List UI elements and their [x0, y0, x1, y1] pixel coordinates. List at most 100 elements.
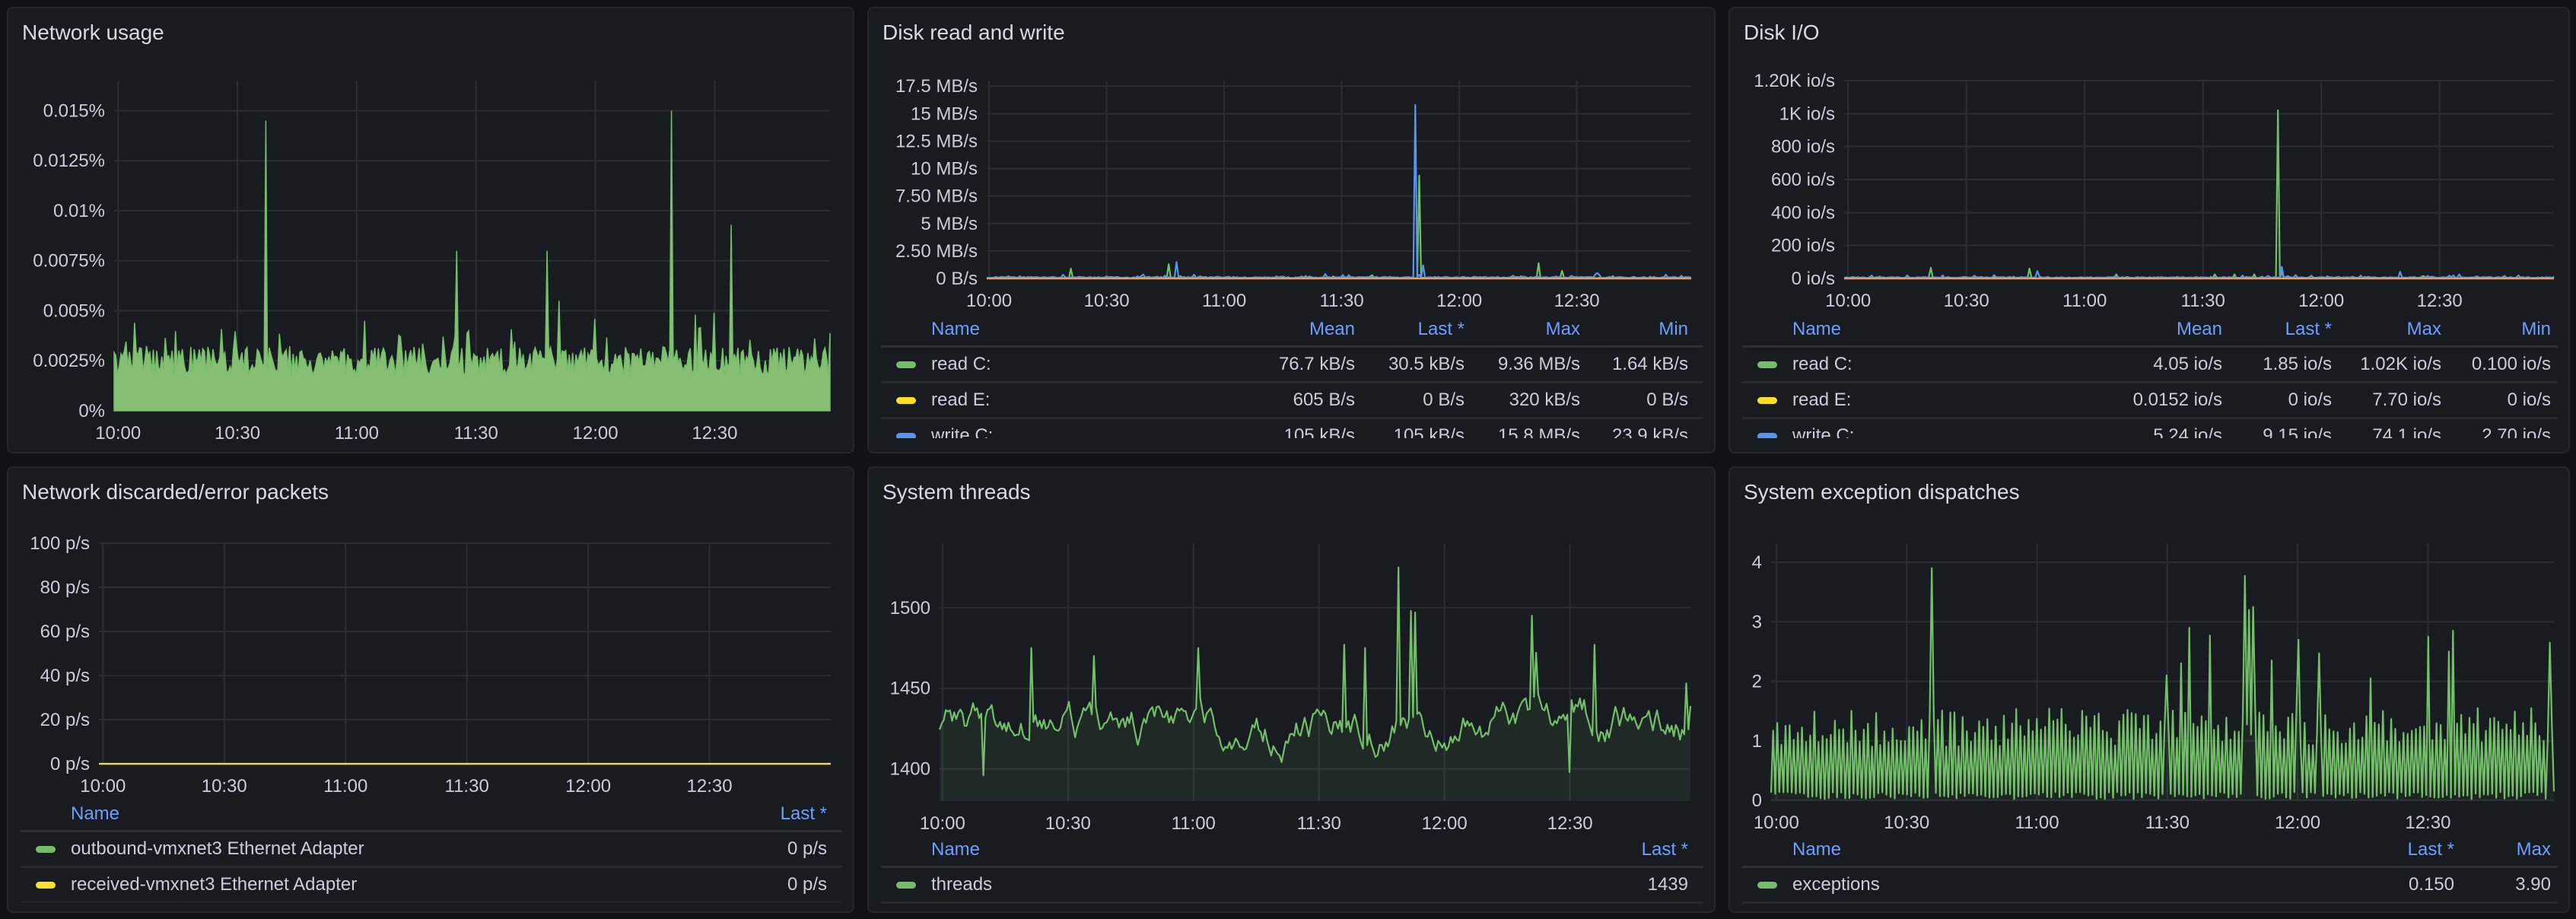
series-area[interactable] — [113, 110, 831, 412]
legend-series-name-cell[interactable]: received-vmxnet3 Ethernet Adapter — [21, 874, 675, 895]
chart[interactable]: 0 1 2 3 4 10:00 10:30 11:00 11:30 12:00 12:30 — [1728, 466, 2570, 913]
legend: Name Last * outbound-vmxnet3 Ethernet Adap… — [21, 797, 842, 902]
legend-header-max[interactable]: Max — [2406, 318, 2441, 339]
legend-series-name-cell[interactable]: read E: — [1742, 390, 2112, 411]
chart[interactable]: 1400 1450 1500 10:00 10:30 11:00 11:30 12:00 12:… — [867, 466, 1716, 913]
legend-value: 320 kB/s — [1509, 390, 1580, 410]
series-color-swatch-icon[interactable] — [1757, 432, 1777, 438]
chart[interactable]: 0 p/s 20 p/s 40 p/s 60 p/s 80 p/s 100 p/s 10:0… — [7, 466, 854, 913]
legend-row[interactable]: read E: 605 B/s 0 B/s 320 kB/s 0 B/s — [881, 383, 1703, 419]
x-tick-label: 10:30 — [1084, 291, 1130, 311]
y-tick-label: 0.005% — [43, 301, 105, 321]
series-color-swatch-icon[interactable] — [36, 881, 56, 889]
legend-row[interactable]: outbound-vmxnet3 Ethernet Adapter 0 p/s — [21, 832, 842, 868]
legend-header-name[interactable]: Name — [71, 803, 120, 824]
legend-value: 76.7 kB/s — [1278, 354, 1355, 374]
legend-header-min[interactable]: Min — [2521, 318, 2551, 339]
x-tick-label: 12:00 — [565, 776, 611, 797]
chart[interactable]: 0 io/s 200 io/s 400 io/s 600 io/s 800 io/s 1K… — [1728, 7, 2570, 453]
legend-header-name[interactable]: Name — [931, 838, 981, 860]
series-line[interactable] — [1843, 266, 2555, 279]
legend-row[interactable]: write C: 105 kB/s 105 kB/s 15.8 MB/s 23.9 kB… — [881, 419, 1703, 438]
series-line[interactable] — [1843, 109, 2555, 280]
x-tick-label: 11:00 — [335, 423, 379, 444]
y-tick-label: 800 io/s — [1771, 137, 1835, 157]
legend-series-name: threads — [931, 874, 993, 895]
panel-network-discarded-packets: Network discarded/error packets 0 p/s 20 … — [7, 466, 854, 913]
x-tick-label: 11:30 — [2145, 812, 2190, 833]
legend-row[interactable]: write C: 5.24 io/s 9.15 io/s 74.1 io/s 2.70 … — [1742, 419, 2558, 438]
legend-header-last[interactable]: Last * — [780, 803, 827, 824]
legend-header-mean[interactable]: Mean — [2176, 318, 2222, 339]
legend-header-max[interactable]: Max — [2516, 838, 2551, 860]
series-color-swatch-icon[interactable] — [896, 361, 916, 368]
legend-header-name[interactable]: Name — [1792, 318, 1842, 339]
x-tick-label: 12:00 — [2275, 812, 2320, 833]
series-line[interactable] — [986, 103, 1692, 279]
legend-header-last[interactable]: Last * — [1417, 318, 1465, 339]
panel-title[interactable]: Disk I/O — [1744, 21, 1820, 44]
panel-title[interactable]: Network usage — [22, 21, 164, 44]
legend-series-name: received-vmxnet3 Ethernet Adapter — [71, 874, 358, 895]
series-color-swatch-icon[interactable] — [896, 432, 916, 438]
legend-header-max[interactable]: Max — [1545, 318, 1580, 339]
y-tick-label: 1.20K io/s — [1754, 71, 1835, 91]
legend-row[interactable]: read C: 4.05 io/s 1.85 io/s 1.02K io/s 0.100… — [1742, 348, 2558, 383]
legend-series-name-cell[interactable]: write C: — [1742, 425, 2112, 438]
legend-series-name-cell[interactable]: write C: — [881, 425, 1248, 438]
legend-row[interactable]: read C: 76.7 kB/s 30.5 kB/s 9.36 MB/s 1.64 k… — [881, 348, 1703, 383]
legend-row[interactable]: read E: 0.0152 io/s 0 io/s 7.70 io/s 0 io/s — [1742, 383, 2558, 419]
legend-series-name-cell[interactable]: exceptions — [1742, 874, 2340, 895]
y-tick-label: 0.01% — [53, 201, 105, 221]
panel-title[interactable]: System threads — [883, 480, 1031, 504]
legend-value: 0 p/s — [787, 874, 827, 895]
legend-series-name: read C: — [931, 354, 991, 374]
chart[interactable]: 0 B/s 2.50 MB/s 5 MB/s 7.50 MB/s 10 MB/s 12.5… — [867, 7, 1716, 453]
y-tick-label: 1450 — [890, 679, 930, 699]
legend-header-min[interactable]: Min — [1658, 318, 1688, 339]
legend-value: 30.5 kB/s — [1388, 354, 1465, 374]
series-color-swatch-icon[interactable] — [1757, 396, 1777, 404]
x-tick-label: 12:00 — [1422, 813, 1468, 834]
legend-header: Name Last * — [881, 833, 1703, 868]
legend-value: 15.8 MB/s — [1497, 425, 1580, 438]
legend-header-last[interactable]: Last * — [2285, 318, 2332, 339]
legend-row[interactable]: exceptions 0.150 3.90 — [1742, 868, 2558, 904]
legend-header-last[interactable]: Last * — [1641, 838, 1688, 860]
legend-row[interactable]: received-vmxnet3 Ethernet Adapter 0 p/s — [21, 868, 842, 902]
x-tick-label: 10:30 — [202, 776, 247, 797]
panel-title[interactable]: Disk read and write — [883, 21, 1065, 44]
series-line[interactable] — [938, 566, 1692, 777]
series-line[interactable] — [986, 174, 1692, 279]
legend-series-name: read E: — [931, 390, 991, 410]
legend-header-mean[interactable]: Mean — [1309, 318, 1355, 339]
series-color-swatch-icon[interactable] — [1757, 881, 1777, 889]
y-tick-label: 400 io/s — [1771, 202, 1835, 223]
legend-series-name-cell[interactable]: read C: — [881, 354, 1248, 375]
legend-series-name-cell[interactable]: read C: — [1742, 354, 2112, 375]
panel-title[interactable]: Network discarded/error packets — [22, 480, 329, 504]
legend-series-name-cell[interactable]: outbound-vmxnet3 Ethernet Adapter — [21, 838, 675, 860]
series-line[interactable] — [1770, 567, 2555, 800]
x-tick-label: 12:00 — [573, 423, 619, 444]
legend-series-name-cell[interactable]: read E: — [881, 390, 1248, 411]
legend-value: 9.36 MB/s — [1497, 354, 1580, 374]
x-tick-label: 10:00 — [95, 423, 141, 444]
series-color-swatch-icon[interactable] — [36, 845, 56, 853]
y-tick-label: 0.0125% — [33, 151, 105, 171]
legend-header-name[interactable]: Name — [931, 318, 981, 339]
legend: Name Mean Last * Max Min read C: 4.05 io/s 1.85… — [1742, 313, 2558, 438]
panel-system-threads: System threads 1400 1450 1500 10:00 10:30 11:… — [867, 466, 1716, 913]
chart[interactable]: 0% 0.0025% 0.005% 0.0075% 0.01% 0.0125% 0.015%… — [7, 7, 854, 453]
series-color-swatch-icon[interactable] — [896, 396, 916, 404]
x-tick-label: 10:30 — [1045, 813, 1091, 834]
legend-row[interactable]: threads 1439 — [881, 868, 1703, 904]
legend-value: 0.0152 io/s — [2132, 390, 2222, 410]
series-color-swatch-icon[interactable] — [1757, 361, 1777, 368]
legend-header-name[interactable]: Name — [1792, 838, 1842, 860]
legend-series-name-cell[interactable]: threads — [881, 874, 1536, 895]
legend-header-last[interactable]: Last * — [2407, 838, 2454, 860]
panel-title[interactable]: System exception dispatches — [1744, 480, 2020, 504]
legend-value: 74.1 io/s — [2372, 425, 2441, 438]
series-color-swatch-icon[interactable] — [896, 881, 916, 889]
